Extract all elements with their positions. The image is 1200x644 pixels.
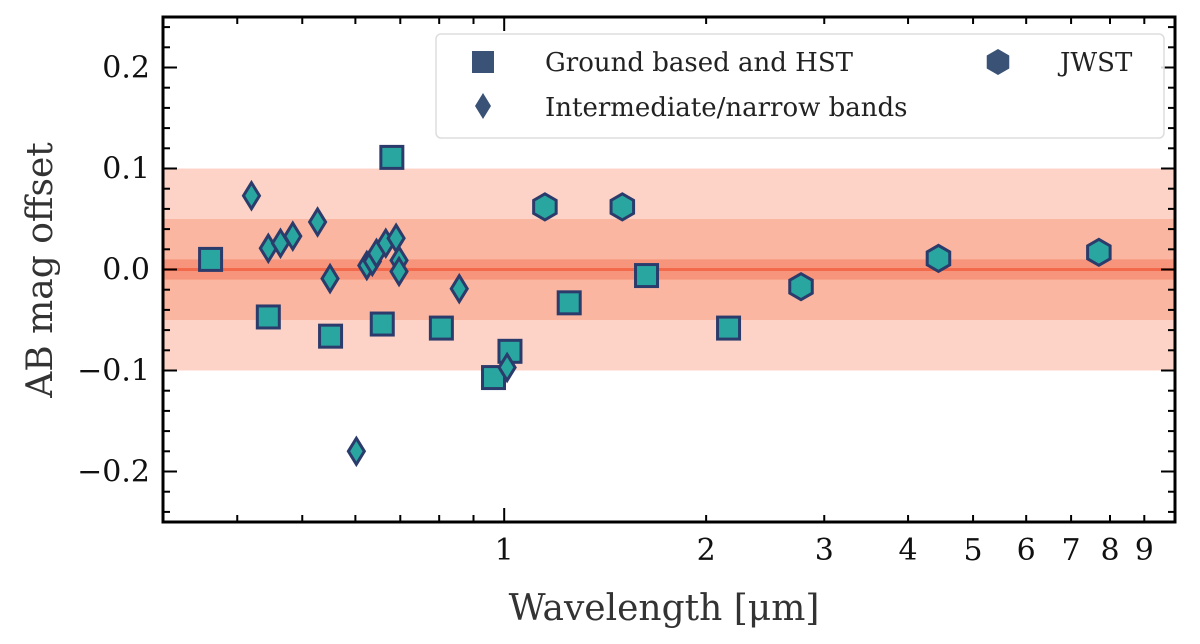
point-square-0: [198, 246, 224, 272]
x-tick-label: 2: [697, 533, 716, 568]
x-tick-label: 1: [495, 533, 514, 568]
tick-labels: 0.2 0.1 0.0 −0.1 −0.2 1 2 3 4 5 6 7 8 9: [77, 51, 1154, 569]
x-tick-label: 9: [1135, 533, 1154, 568]
point-hexagon-4: [1086, 237, 1112, 268]
x-tick-label: 7: [1062, 533, 1081, 568]
point-hexagon-3: [925, 243, 952, 274]
legend-diamond-icon: [475, 93, 491, 119]
point-square-1: [255, 304, 281, 330]
point-square-5: [428, 315, 454, 341]
legend-label-intermediate-narrow: Intermediate/narrow bands: [545, 93, 908, 123]
point-square-9: [634, 263, 660, 289]
point-diamond-3: [283, 220, 303, 253]
point-diamond-6: [346, 435, 367, 468]
point-hexagon-2: [788, 271, 814, 302]
point-diamond-13: [389, 255, 409, 288]
point-diamond-15: [497, 351, 517, 384]
legend-hexagon-icon: [986, 49, 1010, 75]
point-square-10: [716, 315, 742, 341]
x-axis-label: Wavelength [μm]: [509, 588, 820, 629]
legend-square-icon: [472, 51, 494, 73]
x-tick-label: 6: [1017, 533, 1036, 568]
y-tick-label: 0.1: [102, 152, 150, 187]
y-tick-label: −0.1: [77, 354, 150, 389]
point-hexagon-0: [532, 192, 558, 222]
y-tick-label: 0.0: [102, 253, 150, 288]
point-square-4: [379, 144, 405, 170]
point-square-8: [556, 290, 582, 316]
legend-diamond-icon: [475, 93, 491, 119]
point-diamond-4: [307, 206, 328, 238]
y-tick-label: 0.2: [102, 51, 150, 86]
x-tick-label: 5: [964, 533, 983, 568]
point-square-2: [318, 323, 344, 349]
x-tick-label: 4: [899, 533, 918, 568]
point-diamond-5: [320, 262, 340, 295]
legend-label-ground-hst: Ground based and HST: [545, 48, 854, 78]
legend: Ground based and HST Intermediate/narrow…: [435, 33, 1165, 139]
x-tick-label: 3: [815, 533, 834, 568]
point-diamond-14: [449, 272, 470, 305]
legend-hexagon-icon: [986, 49, 1010, 75]
y-tick-label: −0.2: [77, 455, 150, 490]
point-hexagon-1: [609, 192, 636, 222]
x-tick-label: 8: [1100, 533, 1119, 568]
point-diamond-0: [241, 179, 262, 212]
data-points: [198, 144, 1112, 468]
legend-label-jwst: JWST: [1057, 48, 1133, 78]
plot-frame: [161, 15, 1177, 524]
point-square-3: [369, 311, 395, 337]
y-axis-label: AB mag offset: [20, 142, 61, 399]
legend-box: [435, 33, 1165, 139]
legend-square-icon: [472, 51, 494, 73]
